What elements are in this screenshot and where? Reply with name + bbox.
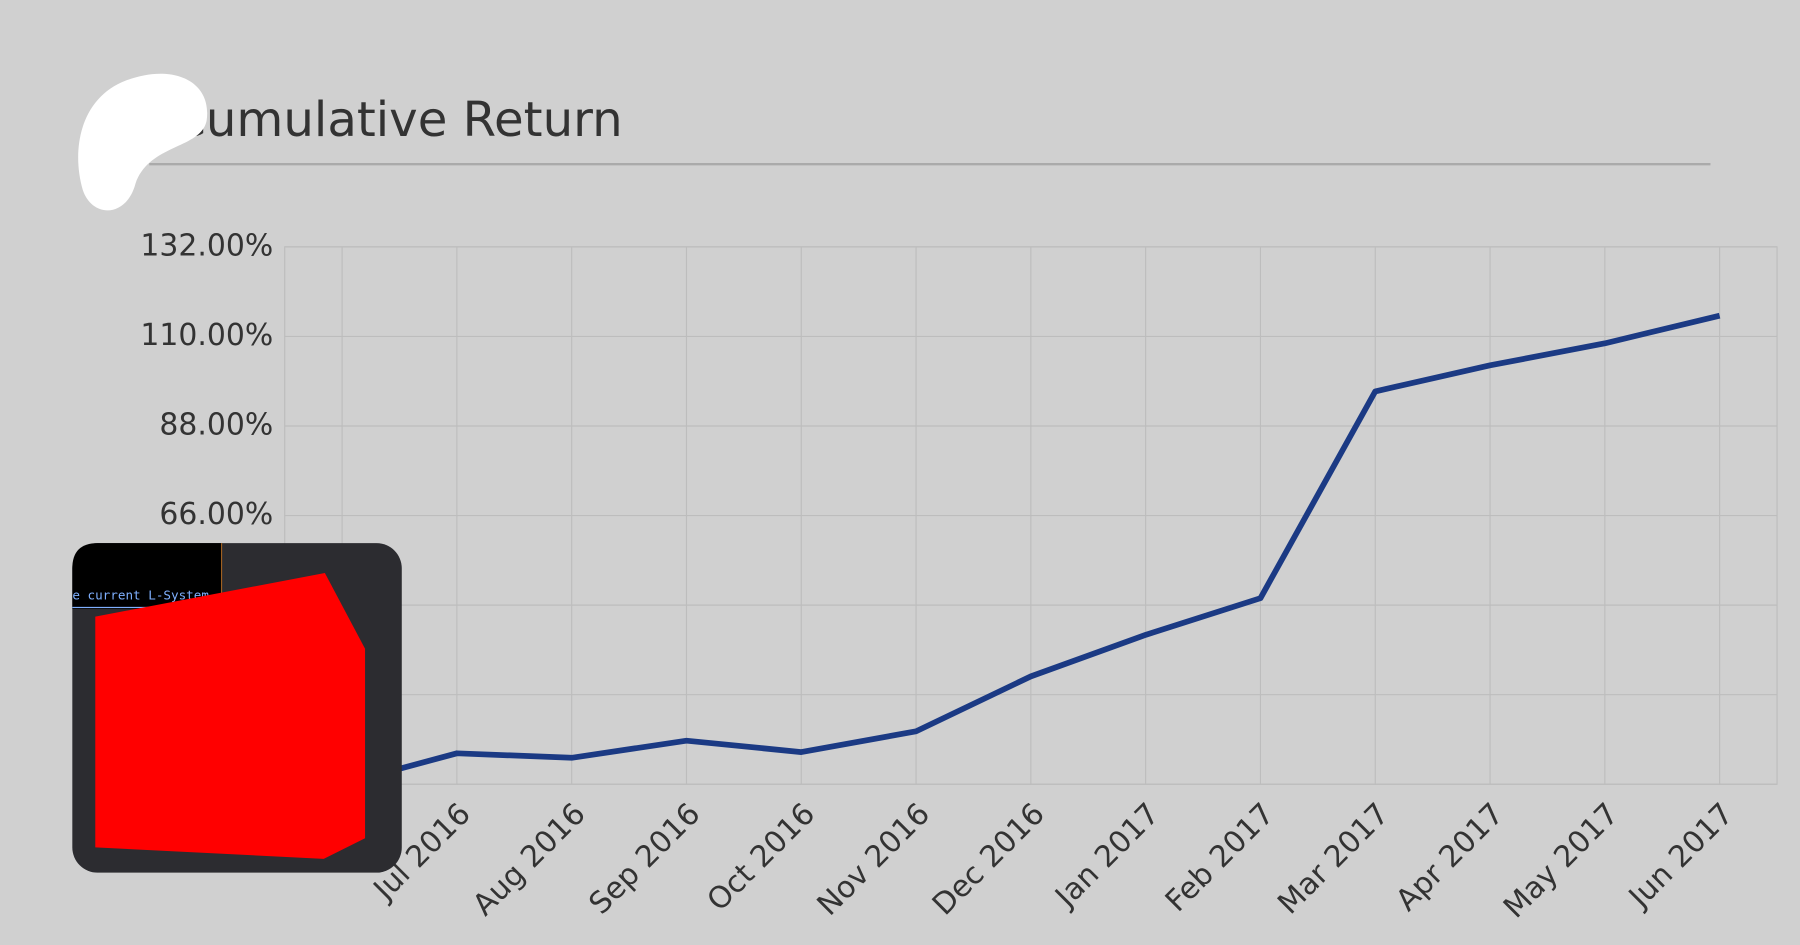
y-tick-label: 132.00% <box>140 228 273 263</box>
thumbnail: e current L-System <box>72 543 402 873</box>
thumbnail-panel <box>72 543 222 609</box>
y-tick-label: 66.00% <box>159 497 273 532</box>
y-tick-label: 88.00% <box>159 407 273 442</box>
chart-title: Cumulative Return <box>172 92 622 148</box>
thumbnail-text: e current L-System <box>72 587 209 602</box>
blob-overlay <box>78 73 208 211</box>
y-tick-label: 110.00% <box>140 318 273 353</box>
series-line <box>341 312 1721 788</box>
red-cube <box>95 572 366 859</box>
